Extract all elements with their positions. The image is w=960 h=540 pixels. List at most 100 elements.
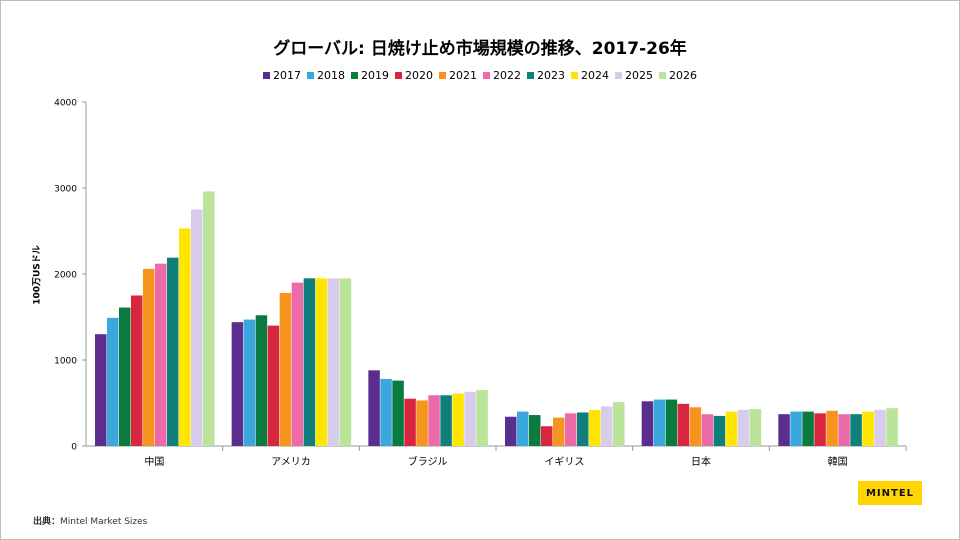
legend-item-2021: 2021 [439,69,477,82]
bar-ブラジル-2017 [368,370,380,446]
x-tick-label: ブラジル [408,455,448,468]
legend-swatch [395,72,402,79]
mintel-logo: MINTEL [858,481,922,505]
bar-イギリス-2025 [601,406,613,446]
legend-label: 2025 [625,69,653,82]
legend-item-2023: 2023 [527,69,565,82]
bar-ブラジル-2024 [452,393,464,446]
bar-韓国-2019 [802,411,814,446]
y-tick-label: 3000 [54,185,77,195]
y-tick-label: 0 [71,443,77,453]
legend-swatch [527,72,534,79]
bar-イギリス-2020 [541,426,553,446]
legend-swatch [439,72,446,79]
legend-label: 2023 [537,69,565,82]
bar-ブラジル-2025 [464,391,476,446]
bar-ブラジル-2023 [440,395,452,446]
legend-swatch [659,72,666,79]
legend-label: 2022 [493,69,521,82]
bar-アメリカ-2024 [315,278,328,446]
legend-swatch [615,72,622,79]
legend-label: 2026 [669,69,697,82]
source-text: Mintel Market Sizes [60,517,148,527]
bar-韓国-2023 [850,414,862,446]
legend-swatch [307,72,314,79]
bar-韓国-2022 [838,414,850,446]
bar-日本-2019 [665,399,678,446]
legend-label: 2020 [405,69,433,82]
legend-item-2020: 2020 [395,69,433,82]
x-tick-label: 中国 [144,455,164,468]
bar-イギリス-2024 [589,409,601,446]
bar-中国-2019 [119,307,131,446]
legend-item-2026: 2026 [659,69,697,82]
x-tick-label: 韓国 [828,456,848,468]
bar-日本-2018 [653,399,666,446]
bar-アメリカ-2020 [267,325,280,446]
legend-label: 2018 [317,69,345,82]
bar-韓国-2025 [874,409,886,446]
legend-item-2025: 2025 [615,69,653,82]
bar-韓国-2020 [814,413,826,446]
bar-イギリス-2022 [565,413,577,446]
bar-アメリカ-2023 [303,278,316,446]
bar-中国-2023 [167,257,179,446]
bar-日本-2024 [725,411,738,446]
legend-label: 2019 [361,69,389,82]
legend-label: 2021 [449,69,477,82]
bar-中国-2021 [143,268,155,446]
legend-label: 2024 [581,69,609,82]
bar-ブラジル-2022 [428,395,440,446]
bar-イギリス-2021 [553,417,565,446]
bar-中国-2018 [107,317,119,446]
x-tick-label: イギリス [544,456,584,468]
bar-日本-2021 [689,407,702,446]
bar-アメリカ-2017 [231,322,244,446]
x-tick-label: アメリカ [271,456,311,468]
bar-ブラジル-2021 [416,400,428,446]
source-note: 出典：Mintel Market Sizes [33,514,147,527]
bar-中国-2026 [203,191,215,446]
bar-韓国-2018 [790,411,802,446]
y-tick-label: 1000 [54,357,77,367]
bar-アメリカ-2018 [243,319,256,446]
bar-日本-2026 [749,409,762,446]
bar-韓国-2017 [778,414,790,446]
bar-韓国-2024 [862,411,874,446]
bar-日本-2022 [701,414,714,446]
legend-item-2018: 2018 [307,69,345,82]
y-tick-label: 4000 [54,99,77,109]
bar-韓国-2021 [826,410,838,446]
legend-swatch [483,72,490,79]
bar-日本-2025 [737,409,750,446]
bar-アメリカ-2026 [339,278,352,446]
bar-アメリカ-2025 [327,278,340,446]
bar-中国-2020 [131,295,143,446]
chart-title: グローバル: 日焼け止め市場規模の推移、2017-26年 [273,39,687,59]
chart-legend: 2017 2018 2019 2020 2021 2022 2023 2024 2025 2026 [0,69,960,82]
bar-アメリカ-2019 [255,315,268,446]
source-label: 出典： [33,517,61,527]
legend-item-2024: 2024 [571,69,609,82]
bar-ブラジル-2019 [392,380,404,446]
bar-アメリカ-2022 [291,282,304,446]
bar-中国-2022 [155,263,167,446]
bar-イギリス-2026 [613,402,625,446]
legend-item-2022: 2022 [483,69,521,82]
x-tick-label: 日本 [691,455,711,468]
legend-label: 2017 [273,69,301,82]
bar-韓国-2026 [886,408,898,446]
bar-アメリカ-2021 [279,292,292,446]
bar-ブラジル-2020 [404,398,416,446]
bar-ブラジル-2026 [476,390,488,446]
legend-swatch [351,72,358,79]
bar-日本-2020 [677,403,690,446]
bar-イギリス-2023 [577,412,589,446]
legend-swatch [571,72,578,79]
y-tick-label: 2000 [54,271,77,281]
bar-イギリス-2017 [505,416,517,446]
bar-中国-2024 [179,228,191,446]
legend-item-2019: 2019 [351,69,389,82]
legend-item-2017: 2017 [263,69,301,82]
